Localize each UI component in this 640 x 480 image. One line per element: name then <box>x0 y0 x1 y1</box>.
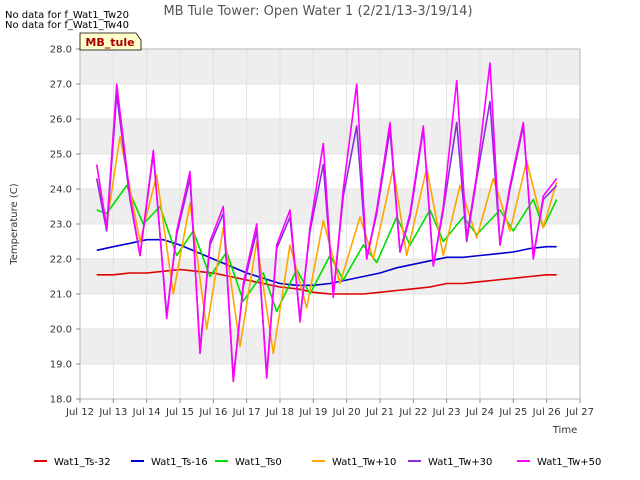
y-tick-label: 26.0 <box>50 115 72 126</box>
y-tick-label: 24.0 <box>50 185 72 196</box>
y-tick-label: 22.0 <box>50 255 72 266</box>
nodata-line-1: No data for f_Wat1_Tw20 <box>5 10 129 21</box>
x-tick-label: Jul 19 <box>298 407 327 418</box>
y-tick-label: 25.0 <box>50 150 72 161</box>
y-tick-label: 20.0 <box>50 325 72 336</box>
station-badge-box <box>79 32 142 51</box>
legend-label: Wat1_Tw+10 <box>332 457 396 468</box>
x-tick-label: Jul 14 <box>132 407 161 418</box>
legend-label: Wat1_Ts-32 <box>54 457 111 468</box>
series-line-wat1-tw-10 <box>95 135 558 355</box>
x-tick-label: Jul 18 <box>265 407 294 418</box>
station-label: MB_tule <box>85 36 134 49</box>
plot-band <box>80 259 580 294</box>
x-tick-label: Jul 16 <box>198 407 227 418</box>
x-tick-label: Jul 20 <box>332 407 361 418</box>
legend: Wat1_Ts-32 Wat1_Ts-16 Wat1_Ts0 Wat1_Tw+10 Wa… <box>34 457 601 468</box>
tick-labels: Jul 12 Jul 13 Jul 14 Jul 15 Jul 16 Jul 17 Jul … <box>50 45 594 419</box>
x-axis-label: Time <box>552 425 577 436</box>
legend-label: Wat1_Tw+50 <box>537 457 601 468</box>
x-tick-label: Jul 27 <box>565 407 594 418</box>
station-badge: MB_tule <box>79 32 142 51</box>
legend-label: Wat1_Ts0 <box>235 457 282 468</box>
x-tick-label: Jul 26 <box>532 407 561 418</box>
x-tick-label: Jul 21 <box>365 407 394 418</box>
x-tick-label: Jul 12 <box>65 407 94 418</box>
series-line-wat1-tw-50 <box>95 62 558 383</box>
series-line-wat1-ts-16 <box>96 238 557 287</box>
x-tick-label: Jul 23 <box>432 407 461 418</box>
x-tick-label: Jul 24 <box>465 407 494 418</box>
chart-title: MB Tule Tower: Open Water 1 (2/21/13-3/1… <box>163 4 472 19</box>
y-tick-label: 28.0 <box>50 45 72 56</box>
y-tick-label: 23.0 <box>50 220 72 231</box>
legend-label: Wat1_Tw+30 <box>428 457 492 468</box>
x-tick-label: Jul 17 <box>232 407 261 418</box>
series-line-wat1-ts-32 <box>96 268 557 295</box>
nodata-line-2: No data for f_Wat1_Tw40 <box>5 20 129 31</box>
y-tick-label: 21.0 <box>50 290 72 301</box>
y-tick-label: 19.0 <box>50 360 72 371</box>
y-tick-label: 27.0 <box>50 80 72 91</box>
x-tick-label: Jul 22 <box>398 407 427 418</box>
x-tick-label: Jul 25 <box>498 407 527 418</box>
x-tick-label: Jul 13 <box>98 407 127 418</box>
plot-band <box>80 49 580 84</box>
y-tick-label: 18.0 <box>50 395 72 406</box>
plot-band <box>80 329 580 364</box>
y-axis-label: Temperature (C) <box>9 183 20 265</box>
series-lines <box>95 62 558 383</box>
legend-label: Wat1_Ts-16 <box>151 457 208 468</box>
x-tick-label: Jul 15 <box>165 407 194 418</box>
plot-band <box>80 119 580 154</box>
